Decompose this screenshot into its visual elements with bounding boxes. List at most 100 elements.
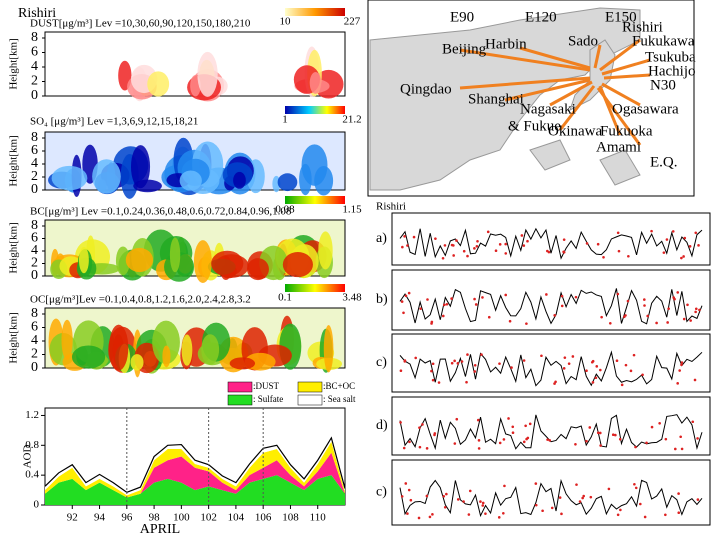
obs-dot [407, 291, 411, 295]
colorbar-min: 10 [280, 16, 292, 28]
obs-dot [466, 353, 469, 356]
obs-dot [520, 234, 524, 237]
obs-dot [664, 437, 668, 441]
mini-plot [391, 396, 711, 456]
obs-dot [479, 500, 482, 503]
map-label: Amami [596, 139, 641, 155]
contour-fill [229, 357, 256, 370]
obs-dot [510, 366, 513, 369]
x-tick-label: 94 [94, 512, 106, 524]
obs-dot [504, 293, 508, 297]
obs-dot [403, 359, 407, 362]
obs-dot [617, 249, 621, 253]
obs-dot [562, 238, 566, 241]
obs-dot [522, 359, 526, 362]
obs-dot [475, 244, 479, 248]
obs-dot [400, 300, 404, 303]
obs-dot [425, 447, 429, 450]
obs-dot [409, 498, 413, 502]
map-label: Ogasawara [612, 101, 679, 117]
obs-dot [574, 442, 577, 446]
obs-dot [524, 424, 527, 428]
obs-dot [682, 317, 686, 321]
obs-dot [407, 488, 411, 492]
x-tick-label: 104 [228, 512, 245, 524]
map-label: Beijing [442, 41, 487, 57]
obs-dot [441, 314, 445, 318]
obs-dot [540, 354, 543, 358]
obs-dot [619, 508, 622, 512]
obs-dot [465, 380, 468, 384]
y-axis-label: Height[km] [8, 38, 20, 89]
map-label: Nagasaki [520, 101, 576, 117]
y-tick-label: 8 [31, 30, 38, 45]
obs-dot [680, 361, 684, 364]
contour-fill [318, 231, 333, 270]
obs-dot [571, 355, 575, 358]
colorbar-min: 1 [282, 114, 288, 126]
obs-dot [618, 437, 622, 441]
obs-dot [599, 368, 602, 372]
obs-dot [600, 315, 603, 319]
stacked-area [45, 441, 345, 498]
map-label: Rishiri [622, 19, 663, 35]
obs-dot [614, 433, 617, 437]
obs-dot [434, 237, 437, 240]
y-tick-label: 0 [31, 268, 38, 283]
map-label: N30 [650, 77, 676, 93]
obs-dot [627, 254, 630, 258]
obs-dot [602, 255, 605, 259]
contour-fill [314, 165, 334, 196]
panel-label: c) [376, 485, 387, 500]
obs-dot [453, 442, 457, 445]
map-label: E150 [605, 9, 637, 25]
y-tick-label: 2 [31, 347, 38, 362]
obs-dot [680, 447, 684, 451]
legend-label: : Sulfate [253, 394, 283, 404]
colorbar-min: 0.08 [275, 204, 295, 216]
obs-dot [502, 511, 505, 515]
site-title: Rishiri [18, 6, 56, 21]
panel-label: d) [376, 418, 388, 433]
obs-dot [474, 303, 478, 306]
obs-dot [511, 425, 515, 429]
contour-fill [78, 246, 89, 274]
obs-dot [462, 249, 466, 253]
obs-dot [473, 247, 476, 250]
obs-dot [525, 322, 528, 325]
contour-fill [247, 258, 269, 281]
obs-dot [674, 447, 677, 451]
obs-dot [462, 500, 465, 503]
left-column: Rishiri DUST[μg/m³] Lev =10,30,60,90,120… [8, 6, 362, 406]
y-tick-label: 8 [31, 130, 38, 145]
obs-dot [443, 505, 447, 509]
contour-fill [130, 145, 151, 189]
site-title: Rishiri [376, 201, 406, 213]
contour-fill [201, 334, 220, 365]
obs-dot [498, 441, 502, 445]
obs-dot [508, 319, 512, 323]
map-label: Qingdao [400, 81, 452, 97]
obs-dot [412, 235, 416, 239]
obs-dot [686, 303, 689, 307]
legend-label: :BC+OC [323, 381, 355, 391]
obs-dot [480, 353, 483, 356]
y-tick-label: 8 [31, 306, 38, 321]
obs-dot [497, 516, 501, 519]
stacked-area [45, 475, 345, 505]
y-tick-label: 6 [31, 231, 38, 246]
obs-dot [476, 239, 479, 243]
legend-label: : Sea salt [323, 394, 356, 404]
y-tick-label: 0.8 [25, 439, 39, 451]
obs-dot [693, 378, 697, 382]
mini-plot [391, 269, 711, 331]
obs-dot [643, 298, 646, 301]
obs-dot [598, 431, 602, 435]
obs-dot [421, 423, 424, 426]
obs-dot [455, 239, 458, 242]
obs-dot [676, 382, 679, 385]
y-axis-label: Height[km] [8, 135, 20, 186]
map-label: Sado [568, 33, 598, 49]
obs-dot [639, 502, 642, 506]
y-tick-label: 8 [31, 218, 38, 233]
